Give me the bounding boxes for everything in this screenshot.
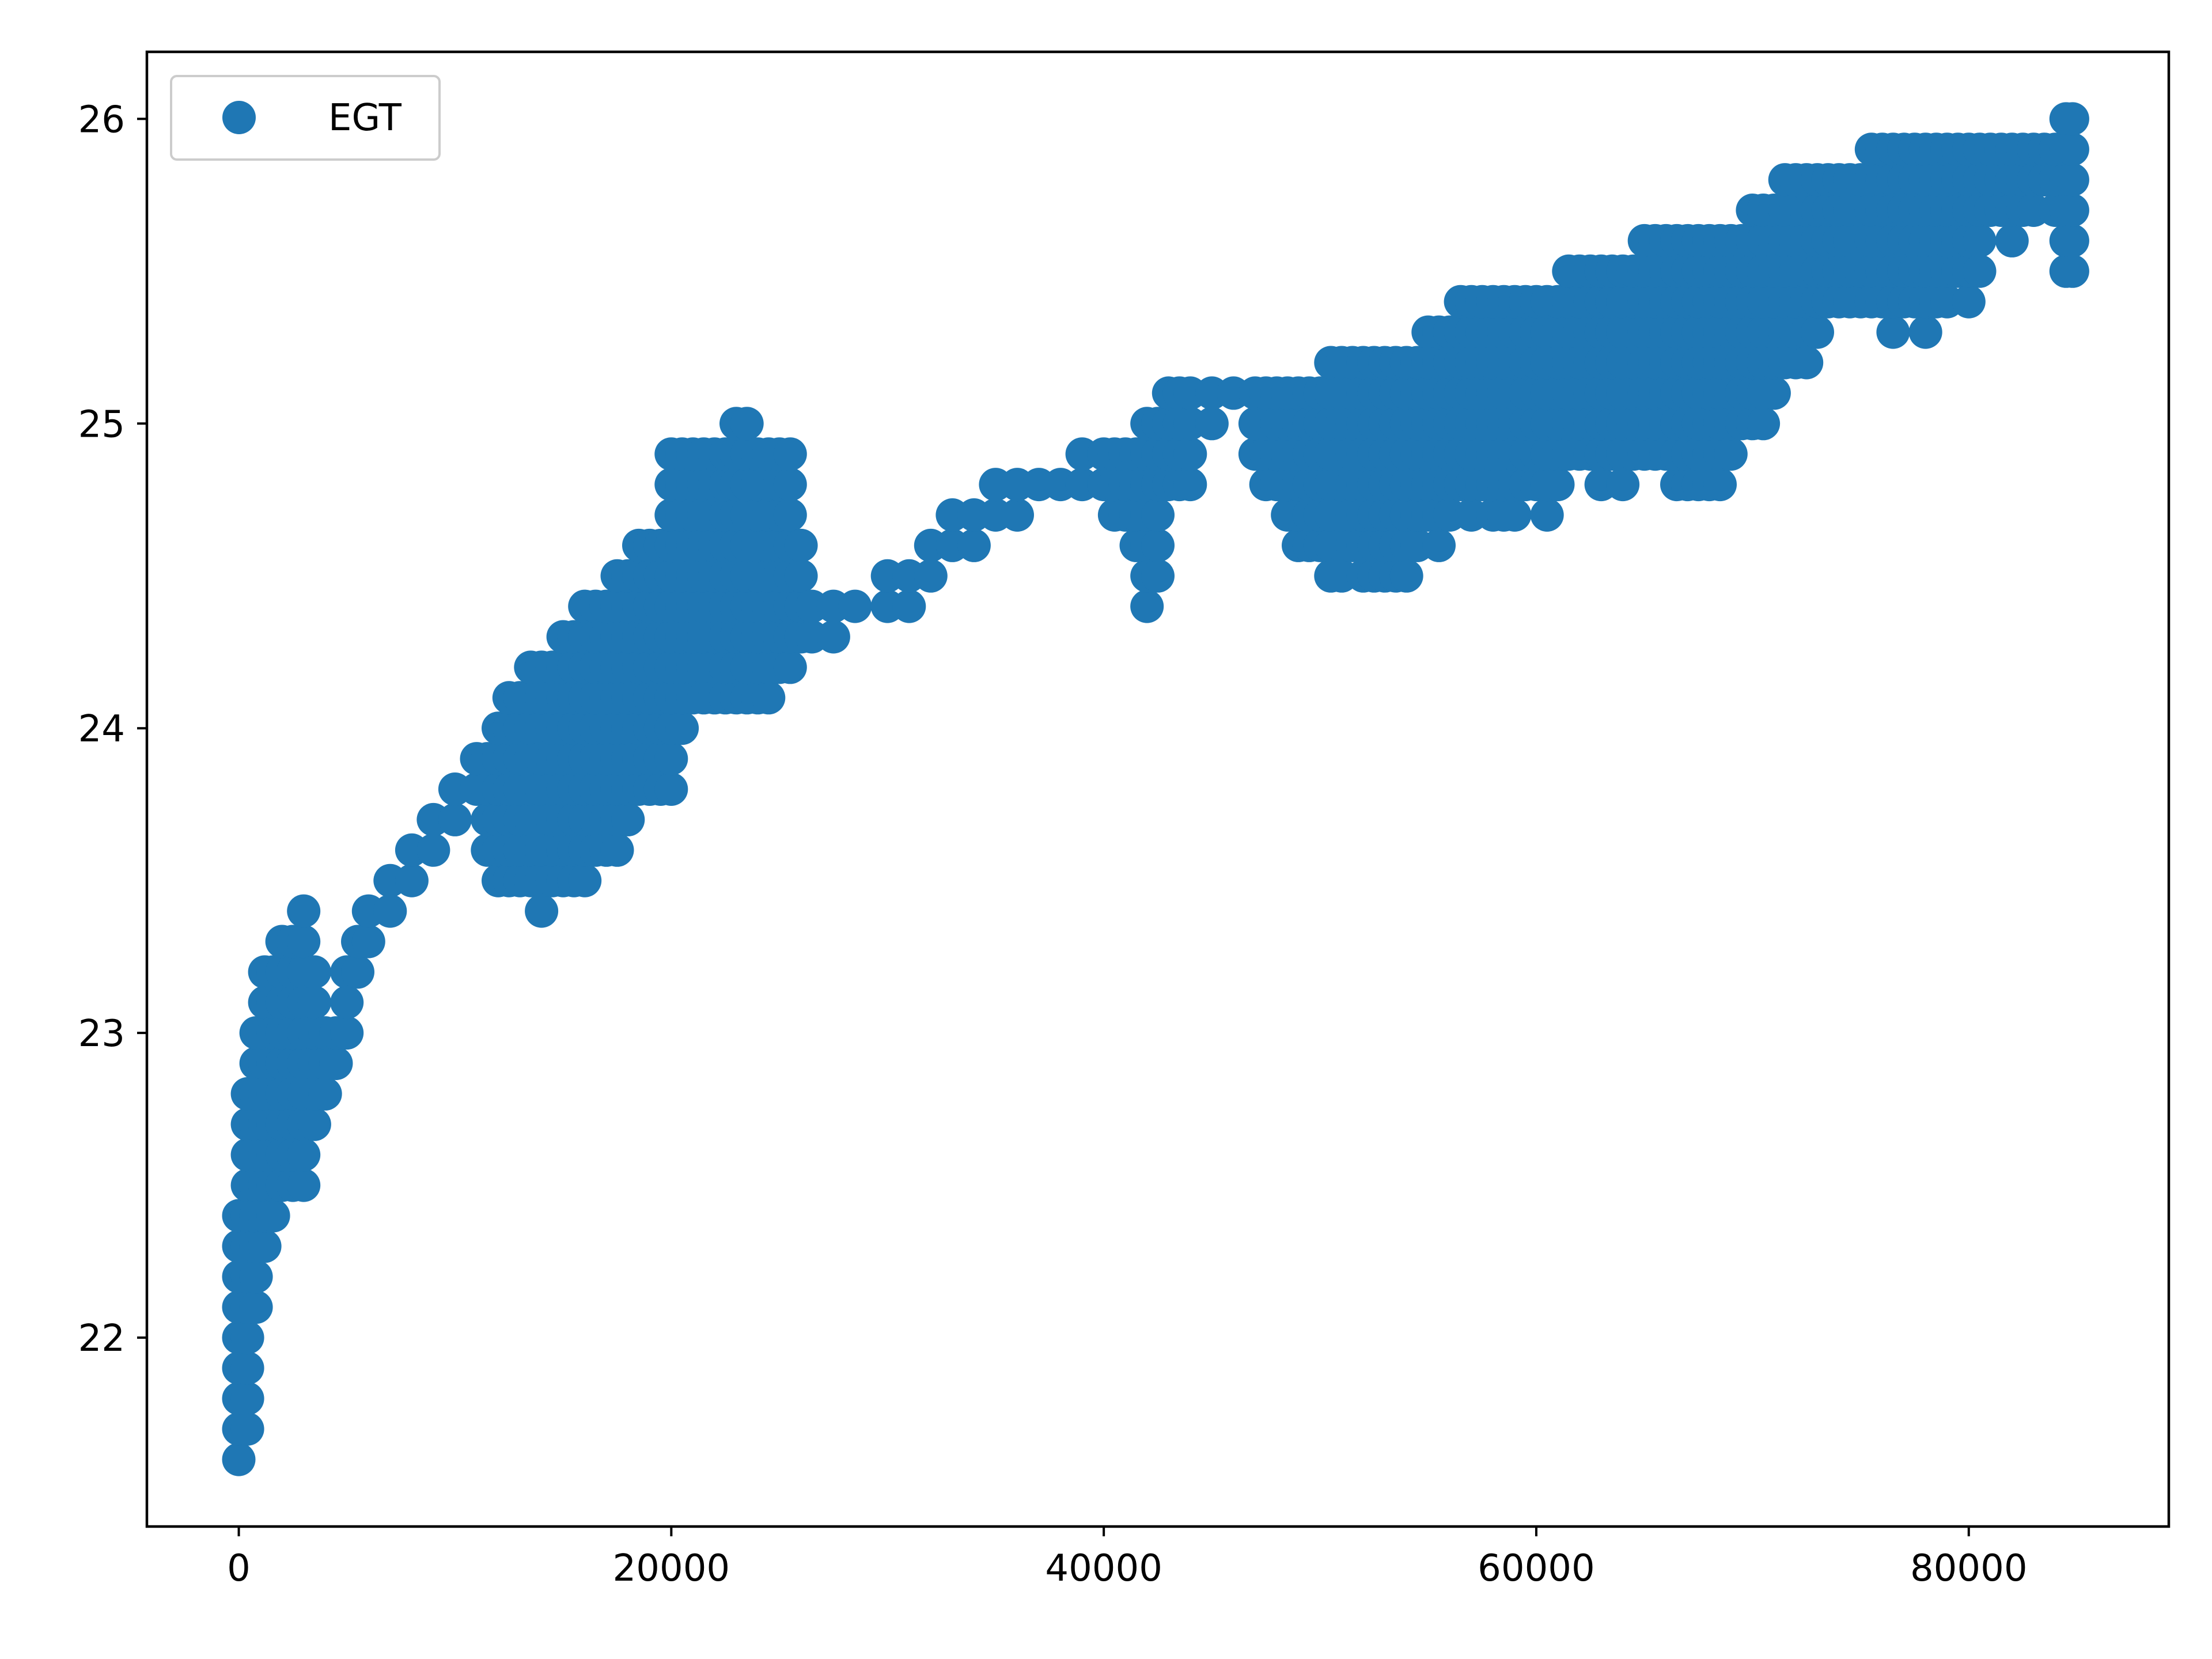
- data-point: [2055, 194, 2089, 227]
- x-tick-label: 20000: [613, 1547, 730, 1590]
- data-point: [2055, 224, 2089, 257]
- data-point: [838, 589, 872, 623]
- data-point: [1422, 528, 1456, 562]
- data-point: [373, 894, 407, 928]
- data-point: [1530, 498, 1564, 532]
- data-point: [1995, 224, 2029, 257]
- data-point: [1908, 315, 1942, 349]
- legend-marker-egt: [222, 101, 256, 134]
- data-point: [773, 498, 807, 532]
- data-point: [654, 742, 688, 776]
- data-point: [525, 894, 559, 928]
- legend-label-egt: EGT: [328, 97, 402, 139]
- data-point: [297, 1107, 331, 1141]
- data-point: [957, 528, 991, 562]
- data-point: [1757, 376, 1791, 410]
- data-point: [438, 802, 472, 836]
- data-point: [1541, 468, 1575, 502]
- y-tick-label: 26: [78, 99, 125, 141]
- data-point: [351, 925, 385, 959]
- data-point: [2055, 102, 2089, 136]
- data-point: [248, 1229, 282, 1263]
- data-point: [1389, 559, 1423, 593]
- data-point: [1747, 407, 1781, 441]
- data-point: [256, 1199, 290, 1233]
- x-tick-label: 60000: [1478, 1547, 1595, 1590]
- data-point: [1173, 437, 1207, 471]
- data-point: [308, 1077, 342, 1111]
- data-point: [773, 468, 807, 502]
- data-point: [611, 802, 645, 836]
- data-point: [1498, 498, 1532, 532]
- data-point: [892, 589, 926, 623]
- x-tick-label: 40000: [1045, 1547, 1162, 1590]
- legend: EGT: [170, 75, 441, 161]
- data-point: [1141, 559, 1175, 593]
- data-point: [752, 681, 786, 715]
- data-point: [341, 955, 374, 989]
- data-point: [239, 1260, 273, 1294]
- data-point: [1703, 468, 1737, 502]
- data-point: [1141, 498, 1175, 532]
- legend-box: [170, 75, 441, 161]
- data-point: [914, 559, 948, 593]
- x-tick-label: 80000: [1910, 1547, 2028, 1590]
- data-point: [239, 1290, 273, 1324]
- data-point: [230, 1381, 264, 1415]
- data-point: [1173, 468, 1207, 502]
- data-point: [287, 894, 321, 928]
- data-point: [297, 955, 331, 989]
- data-point: [1606, 468, 1640, 502]
- data-point: [287, 925, 321, 959]
- y-tick-label: 24: [78, 708, 125, 751]
- data-point: [654, 772, 688, 806]
- data-point: [665, 711, 699, 745]
- data-point: [816, 620, 850, 654]
- data-point: [773, 437, 807, 471]
- y-tick-label: 23: [78, 1013, 125, 1055]
- data-point: [784, 528, 818, 562]
- data-point: [222, 1442, 256, 1476]
- data-point: [1963, 224, 1997, 257]
- x-axis-ticks: 0 20000 40000 60000 80000: [227, 1527, 2028, 1590]
- data-point: [1790, 346, 1824, 380]
- data-point: [730, 407, 764, 441]
- data-point: [1801, 315, 1834, 349]
- y-tick-label: 22: [78, 1317, 125, 1360]
- data-point: [395, 863, 429, 897]
- data-point: [416, 833, 450, 867]
- data-point: [2055, 132, 2089, 166]
- data-point: [1141, 528, 1175, 562]
- data-point: [568, 863, 602, 897]
- data-point: [330, 986, 364, 1020]
- data-point: [1001, 498, 1034, 532]
- data-point: [600, 833, 634, 867]
- data-point: [2055, 163, 2089, 197]
- data-point: [287, 1138, 321, 1172]
- data-point: [230, 1412, 264, 1446]
- data-point: [1963, 254, 1997, 288]
- data-points: [222, 102, 2089, 1476]
- data-point: [319, 1047, 353, 1080]
- data-point: [297, 986, 331, 1020]
- data-point: [1130, 589, 1164, 623]
- data-point: [1714, 437, 1748, 471]
- data-point: [784, 559, 818, 593]
- y-axis-ticks: 22 23 24 25 26: [78, 99, 147, 1360]
- data-point: [2055, 254, 2089, 288]
- y-tick-label: 25: [78, 403, 125, 446]
- data-point: [773, 650, 807, 684]
- plot-frame: [145, 50, 2171, 1528]
- data-point: [1195, 407, 1229, 441]
- data-point: [1952, 285, 1986, 319]
- data-point: [230, 1351, 264, 1385]
- data-point: [1876, 315, 1910, 349]
- data-point: [330, 1016, 364, 1050]
- data-point: [230, 1321, 264, 1355]
- x-tick-label: 0: [227, 1547, 251, 1590]
- data-point: [287, 1168, 321, 1202]
